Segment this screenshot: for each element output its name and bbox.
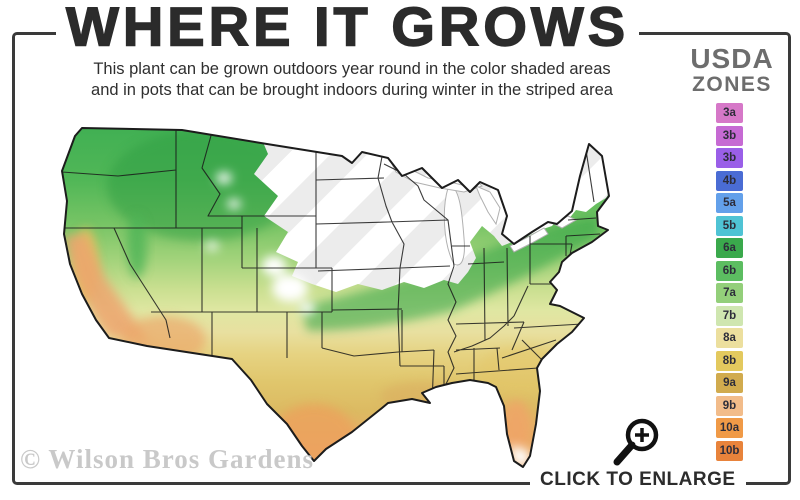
zone-chip: 8a bbox=[716, 328, 743, 348]
legend-title-usda: USDA bbox=[690, 43, 774, 74]
zone-chip: 6b bbox=[716, 260, 743, 281]
zone-chip: 10b bbox=[716, 440, 743, 461]
watermark: © Wilson Bros Gardens bbox=[20, 444, 314, 474]
zone-legend: 3a 3b 3b 4b 5a 5b 6a 6b 7a 7b 8a 8b 9a 9b 10a 10b bbox=[716, 103, 743, 463]
zone-chip: 8b bbox=[716, 350, 743, 371]
zone-chip: 6a bbox=[716, 238, 743, 258]
zone-chip: 3b bbox=[716, 148, 743, 168]
subtitle-line-2: and in pots that can be brought indoors … bbox=[91, 81, 613, 99]
subtitle-line-1: This plant can be grown outdoors year ro… bbox=[93, 60, 611, 78]
magnifier-icon[interactable] bbox=[604, 411, 666, 476]
zone-chip: 7b bbox=[716, 305, 743, 326]
usda-zone-map[interactable] bbox=[52, 116, 652, 481]
zone-chip: 9a bbox=[716, 373, 743, 393]
subtitle: This plant can be grown outdoors year ro… bbox=[16, 59, 688, 101]
legend-title: USDA ZONES bbox=[668, 44, 796, 96]
page-title: WHERE IT GROWS bbox=[56, 0, 640, 55]
click-to-enlarge-label[interactable]: CLICK TO ENLARGE bbox=[530, 469, 746, 491]
zone-chip: 5a bbox=[716, 193, 743, 213]
zone-chip: 9b bbox=[716, 395, 743, 416]
zone-chip: 5b bbox=[716, 215, 743, 236]
zone-chip: 4b bbox=[716, 170, 743, 191]
legend-title-zones: ZONES bbox=[692, 73, 772, 96]
zone-chip: 3a bbox=[716, 103, 743, 123]
zone-chip: 10a bbox=[716, 418, 743, 438]
zone-chip: 7a bbox=[716, 283, 743, 303]
zone-chip: 3b bbox=[716, 125, 743, 146]
